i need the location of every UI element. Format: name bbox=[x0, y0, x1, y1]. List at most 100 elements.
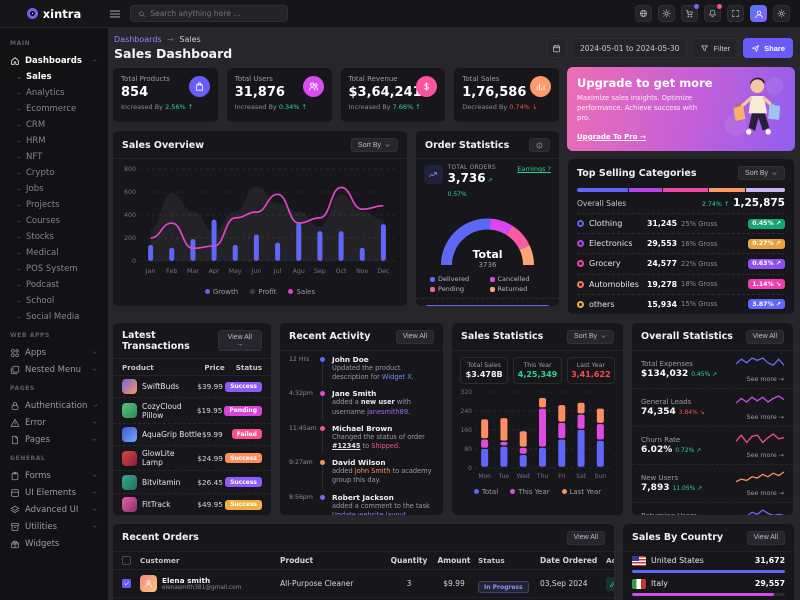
breadcrumb: Dashboards → Sales bbox=[114, 35, 201, 44]
svg-text:Jan: Jan bbox=[145, 268, 156, 275]
svg-text:Oct: Oct bbox=[336, 268, 347, 275]
sales-overview-sort-button[interactable]: Sort By bbox=[351, 138, 398, 152]
svg-text:0: 0 bbox=[468, 465, 472, 472]
sidebar-item-forms[interactable]: Forms bbox=[8, 467, 100, 484]
transaction-row[interactable]: AquaGrip Bottle $9.99 Failed bbox=[113, 424, 271, 447]
sidebar-item-nested-menu[interactable]: Nested Menu bbox=[8, 361, 100, 378]
main-content: Dashboards → Sales Sales Dashboard 2024-… bbox=[108, 28, 800, 600]
legend-delivered: Delivered bbox=[430, 275, 486, 283]
sidebar-toggle-button[interactable] bbox=[108, 7, 122, 21]
category-row-grocery[interactable]: Grocery 24,577 22% Gross 0.63% ↗ bbox=[577, 253, 785, 273]
sidebar-section-label: PAGES bbox=[10, 385, 35, 392]
upgrade-pro-link[interactable]: Upgrade To Pro → bbox=[577, 132, 646, 141]
sidebar-item-projects[interactable]: – Projects bbox=[17, 200, 60, 210]
country-row-it: Italy 29,557 bbox=[623, 575, 794, 598]
calendar-button[interactable] bbox=[546, 38, 567, 58]
settings-button[interactable] bbox=[773, 5, 790, 22]
sidebar-item-apps[interactable]: Apps bbox=[8, 344, 100, 361]
svg-text:160: 160 bbox=[461, 427, 473, 434]
sidebar-item-school[interactable]: – School bbox=[17, 296, 55, 306]
see-more-link[interactable]: See more → bbox=[746, 490, 784, 498]
page-title: Sales Dashboard bbox=[114, 46, 233, 61]
sidebar-item-analytics[interactable]: – Analytics bbox=[17, 88, 65, 98]
warning-icon bbox=[10, 418, 20, 428]
breadcrumb-dashboards[interactable]: Dashboards bbox=[114, 35, 162, 44]
sidebar-item-pos-system[interactable]: – POS System bbox=[17, 264, 78, 274]
sidebar-item-ui-elements[interactable]: UI Elements bbox=[8, 484, 100, 501]
activity-view-all-button[interactable]: View All bbox=[395, 329, 434, 344]
filter-button[interactable]: Filter bbox=[692, 38, 739, 58]
transaction-row[interactable]: SwiftBuds $39.99 Success bbox=[113, 376, 271, 399]
sidebar-item-podcast[interactable]: – Podcast bbox=[17, 280, 60, 290]
sidebar-item-jobs[interactable]: – Jobs bbox=[17, 184, 44, 194]
sidebar-item-sales[interactable]: – Sales bbox=[17, 72, 52, 82]
transaction-row[interactable]: GlowLite Lamp $24.99 Success bbox=[113, 446, 271, 472]
sidebar-item-pages[interactable]: Pages bbox=[8, 431, 100, 448]
overall-view-all-button[interactable]: View All bbox=[745, 329, 784, 344]
see-more-link[interactable]: See more → bbox=[746, 376, 784, 384]
svg-text:Sat: Sat bbox=[576, 473, 586, 480]
sidebar-item-dashboards[interactable]: Dashboards bbox=[8, 52, 100, 69]
brand-logo[interactable]: xintra bbox=[0, 7, 108, 21]
transaction-row[interactable]: FitTrack $49.95 Success bbox=[113, 494, 271, 515]
see-more-link[interactable]: See more → bbox=[746, 414, 784, 422]
chevron-down-icon bbox=[91, 523, 98, 530]
sidebar-item-crm[interactable]: – CRM bbox=[17, 120, 46, 130]
sidebar-item-crypto[interactable]: – Crypto bbox=[17, 168, 55, 178]
sidebar-item-social-media[interactable]: – Social Media bbox=[17, 312, 80, 322]
orders-view-all-button[interactable]: View All bbox=[566, 530, 605, 545]
sidebar-item-nft[interactable]: – NFT bbox=[17, 152, 43, 162]
date-range-input[interactable]: 2024-05-01 to 2024-05-30 bbox=[571, 38, 688, 58]
language-button[interactable] bbox=[635, 5, 652, 22]
sales-statistics-sort-button[interactable]: Sort By bbox=[567, 329, 614, 344]
earnings-link[interactable]: Earnings ? bbox=[517, 165, 551, 173]
sidebar-item-authentication[interactable]: Authentication bbox=[8, 397, 100, 414]
fullscreen-button[interactable] bbox=[727, 5, 744, 22]
order-row[interactable]: Elena smith elenasmith381@gmail.com All-P… bbox=[113, 570, 614, 599]
select-all-checkbox[interactable] bbox=[122, 555, 131, 565]
category-row-clothing[interactable]: Clothing 31,245 25% Gross 0.45% ↗ bbox=[577, 213, 785, 233]
latest-transactions-card: Latest Transactions View All → Product Pr… bbox=[112, 321, 272, 516]
gift-icon bbox=[10, 539, 20, 549]
sidebar-item-hrm[interactable]: – HRM bbox=[17, 136, 46, 146]
transactions-view-all-button[interactable]: View All → bbox=[217, 330, 262, 352]
sidebar-item-medical[interactable]: – Medical bbox=[17, 248, 59, 258]
chevron-down-icon bbox=[91, 436, 98, 443]
category-row-others[interactable]: others 15,934 15% Gross 3.87% ↗ bbox=[577, 293, 785, 314]
sidebar-item-widgets[interactable]: Widgets bbox=[8, 535, 100, 552]
fullscreen-icon bbox=[731, 9, 740, 18]
country-view-all-button[interactable]: View All bbox=[746, 530, 785, 545]
order-statistics-info-button[interactable] bbox=[529, 138, 550, 152]
category-row-electronics[interactable]: Electronics 29,553 16% Gross 0.27% ↗ bbox=[577, 233, 785, 253]
cart-button[interactable] bbox=[681, 4, 699, 22]
sidebar-item-ecommerce[interactable]: – Ecommerce bbox=[17, 104, 77, 114]
share-button[interactable]: Share bbox=[743, 38, 793, 58]
svg-text:Jul: Jul bbox=[273, 268, 282, 275]
theme-button[interactable] bbox=[658, 5, 675, 22]
sales-overview-chart: 0 200 400 600 800 Jan Feb Mar Apr May Jun Jul Agu Sep… bbox=[124, 166, 398, 275]
product-thumbnail bbox=[122, 426, 137, 442]
transaction-row[interactable]: Bitvitamin $26.45 Success bbox=[113, 471, 271, 494]
sidebar-item-advanced-ui[interactable]: Advanced UI bbox=[8, 501, 100, 518]
svg-text:Agu: Agu bbox=[293, 268, 305, 275]
user-avatar[interactable] bbox=[750, 5, 767, 22]
chevron-down-icon bbox=[91, 506, 98, 513]
notifications-button[interactable] bbox=[704, 4, 722, 22]
search-input[interactable] bbox=[150, 9, 280, 18]
chevron-down-icon bbox=[91, 472, 98, 479]
row-checkbox[interactable] bbox=[122, 579, 131, 589]
legend-returned: Returned bbox=[489, 285, 546, 293]
edit-button[interactable] bbox=[606, 576, 614, 591]
sidebar-item-stocks[interactable]: – Stocks bbox=[17, 232, 54, 242]
category-row-automobiles[interactable]: Automobiles 19,278 18% Gross 1.14% ↘ bbox=[577, 273, 785, 294]
see-more-link[interactable]: See more → bbox=[746, 452, 784, 460]
complete-statistics-button[interactable]: Complete Statistics → bbox=[424, 305, 551, 306]
top-categories-sort-button[interactable]: Sort By bbox=[738, 166, 785, 180]
overall-stat-row: Returning Users 3,2581.69% ↗ See more → bbox=[632, 503, 793, 515]
sidebar-item-utilities[interactable]: Utilities bbox=[8, 518, 100, 535]
sidebar-item-courses[interactable]: – Courses bbox=[17, 216, 61, 226]
transaction-row[interactable]: CozyCloud Pillow $19.95 Pending bbox=[113, 398, 271, 424]
sidebar-item-error[interactable]: Error bbox=[8, 414, 100, 431]
top-categories-title: Top Selling Categories bbox=[577, 167, 697, 179]
svg-text:800: 800 bbox=[124, 166, 136, 173]
